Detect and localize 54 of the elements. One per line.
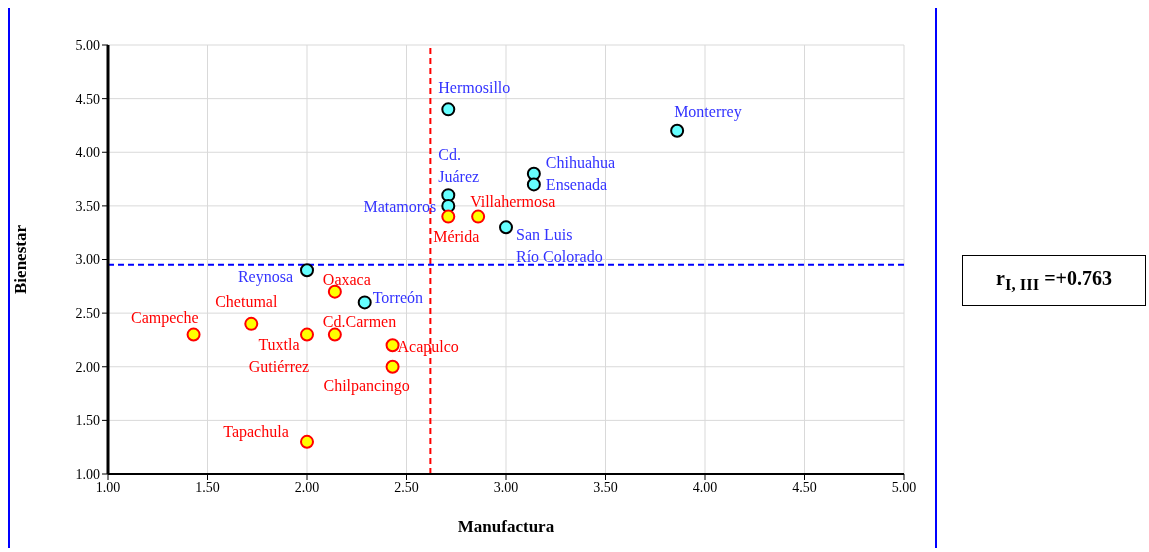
point xyxy=(471,209,486,224)
x-tick-label: 3.00 xyxy=(493,479,519,495)
annotation: Cd.Carmen xyxy=(322,312,397,330)
annotation: Mérida xyxy=(433,227,480,245)
annotation: Chilpancingo xyxy=(323,376,410,395)
point xyxy=(244,316,259,331)
y-tick-label: 2.50 xyxy=(75,306,100,322)
point xyxy=(300,327,314,342)
annotation: San Luis Río Colorado xyxy=(516,225,603,265)
y-tick-label: 1.00 xyxy=(75,466,100,482)
annotation: Ensenada xyxy=(545,175,608,193)
text: r$_{I, III}$ =+0.763 xyxy=(996,266,1112,295)
x-tick-label: 1.50 xyxy=(195,479,220,495)
annotation: Cd. Juárez xyxy=(438,145,480,185)
annotation: Matamoros xyxy=(363,197,437,215)
annotation: Monterrey xyxy=(674,102,742,121)
annotation: Hermosillo xyxy=(438,78,511,96)
x-tick-label: 2.50 xyxy=(394,479,419,495)
annotation: Chetumal xyxy=(215,292,278,310)
point xyxy=(300,434,314,449)
annotation: Chihuahua xyxy=(545,153,616,171)
annotation: Torreón xyxy=(372,288,424,306)
x-tick-label: 3.50 xyxy=(593,479,618,495)
point xyxy=(385,359,400,374)
x-tick-label: 4.50 xyxy=(792,479,817,495)
y-tick-label: 3.50 xyxy=(75,198,100,214)
point xyxy=(526,177,541,192)
y-axis-title: Bienestar xyxy=(11,224,31,294)
point xyxy=(357,295,372,310)
point xyxy=(186,327,201,342)
x-axis-title: Manufactura xyxy=(457,517,555,536)
point xyxy=(441,102,456,117)
y-tick-label: 2.00 xyxy=(75,359,100,375)
x-tick-label: 4.00 xyxy=(692,479,718,495)
x-tick-label: 1.00 xyxy=(95,479,121,495)
x-tick-label: 2.00 xyxy=(294,479,320,495)
annotation: Tuxtla Gutiérrez xyxy=(248,335,310,375)
annotation: Oaxaca xyxy=(322,270,371,288)
y-tick-label: 3.00 xyxy=(75,252,100,268)
y-tick-label: 5.00 xyxy=(75,37,100,53)
point xyxy=(300,263,314,278)
point xyxy=(327,327,342,342)
annotation: Campeche xyxy=(131,308,199,327)
annotation: Reynosa xyxy=(237,267,293,286)
y-tick-label: 4.50 xyxy=(75,91,100,107)
y-tick-label: 1.50 xyxy=(75,413,100,429)
x-tick-label: 5.00 xyxy=(891,479,917,495)
point xyxy=(327,284,342,299)
annotation: Tapachula xyxy=(223,422,289,441)
annotation: Villahermosa xyxy=(470,192,556,210)
point xyxy=(441,209,456,224)
point xyxy=(499,220,513,235)
y-tick-label: 4.00 xyxy=(75,145,100,161)
point xyxy=(670,123,685,138)
